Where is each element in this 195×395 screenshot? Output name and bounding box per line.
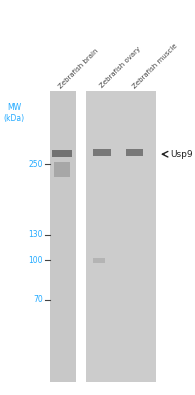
Bar bbox=[93, 258, 105, 263]
Bar bbox=[126, 149, 143, 156]
Bar bbox=[86, 91, 156, 382]
Text: Zebrafish muscle: Zebrafish muscle bbox=[132, 42, 179, 89]
Bar bbox=[50, 91, 76, 382]
Text: 130: 130 bbox=[29, 230, 43, 239]
Bar bbox=[54, 162, 70, 177]
Bar bbox=[52, 150, 72, 157]
Bar bbox=[93, 149, 111, 156]
Text: 250: 250 bbox=[29, 160, 43, 169]
Text: MW
(kDa): MW (kDa) bbox=[4, 103, 25, 123]
Text: Zebrafish ovary: Zebrafish ovary bbox=[99, 46, 142, 89]
Text: Usp9: Usp9 bbox=[170, 150, 192, 159]
Text: 70: 70 bbox=[33, 295, 43, 304]
Text: Zebrafish brain: Zebrafish brain bbox=[58, 47, 100, 89]
Text: 100: 100 bbox=[29, 256, 43, 265]
